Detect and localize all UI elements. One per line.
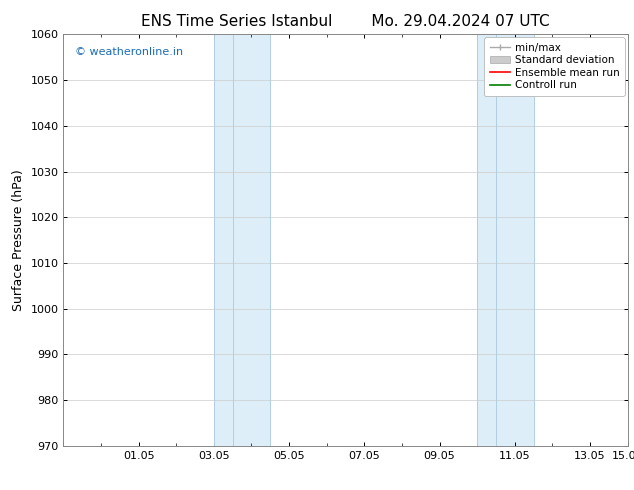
Bar [477,34,496,446]
Text: © weatheronline.in: © weatheronline.in [75,47,183,57]
Bar [496,34,534,446]
Title: ENS Time Series Istanbul        Mo. 29.04.2024 07 UTC: ENS Time Series Istanbul Mo. 29.04.2024 … [141,14,550,29]
Bar [214,34,233,446]
Y-axis label: Surface Pressure (hPa): Surface Pressure (hPa) [12,169,25,311]
Legend: min/max, Standard deviation, Ensemble mean run, Controll run: min/max, Standard deviation, Ensemble me… [484,37,624,96]
Bar [233,34,270,446]
